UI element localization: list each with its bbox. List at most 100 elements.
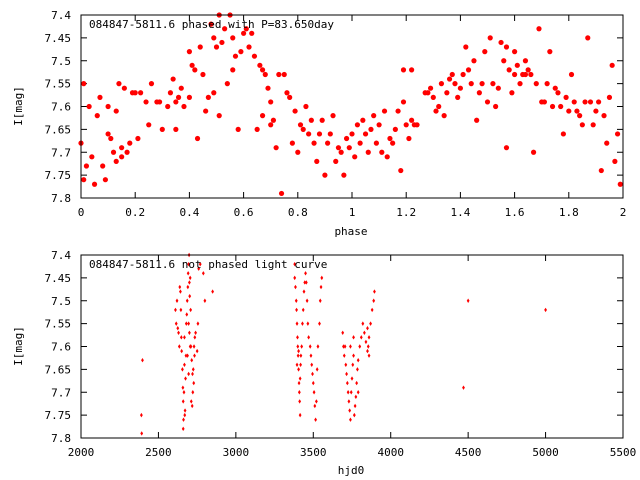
- phased-data-point: [433, 108, 439, 114]
- phased-data-point: [167, 90, 174, 96]
- phased-data-point: [319, 117, 325, 123]
- unphased-data-point: [179, 335, 183, 340]
- unphased-data-point: [308, 344, 312, 349]
- unphased-data-point: [314, 399, 318, 404]
- phased-data-point: [81, 81, 87, 87]
- phased-data-point: [577, 113, 583, 119]
- phased-x-tick-label: 1: [349, 206, 356, 219]
- phased-data-point: [446, 76, 453, 82]
- phased-x-tick-label: 0.8: [288, 206, 308, 219]
- phased-data-point: [498, 39, 504, 46]
- unphased-x-tick-label: 2000: [68, 446, 95, 459]
- phased-data-point: [276, 71, 282, 78]
- phased-data-point: [441, 113, 447, 119]
- unphased-data-point: [177, 330, 180, 335]
- phased-data-point: [612, 158, 618, 164]
- unphased-data-point: [342, 344, 345, 349]
- phased-data-point: [211, 90, 217, 96]
- unphased-data-point: [183, 412, 187, 418]
- phased-data-point: [503, 44, 510, 50]
- phased-data-point: [335, 145, 342, 151]
- unphased-data-point: [189, 307, 193, 313]
- phased-data-point: [110, 149, 117, 155]
- unphased-plot-title: 084847-5811.6 not phased light curve: [89, 258, 327, 271]
- unphased-data-point: [295, 321, 299, 326]
- unphased-data-point: [186, 353, 189, 358]
- unphased-data-point: [201, 271, 205, 276]
- phased-data-point: [609, 62, 615, 68]
- phased-data-point: [549, 103, 556, 110]
- unphased-data-point: [188, 330, 191, 335]
- phased-data-point: [127, 140, 133, 146]
- unphased-data-point: [294, 284, 297, 290]
- unphased-data-point: [350, 376, 354, 381]
- unphased-data-point: [353, 403, 357, 409]
- unphased-data-point: [307, 335, 311, 340]
- phased-data-point: [460, 71, 466, 78]
- unphased-data-point: [183, 362, 186, 367]
- phased-data-point: [222, 26, 228, 32]
- unphased-data-point: [349, 390, 353, 395]
- unphased-data-point: [301, 321, 304, 326]
- unphased-data-point: [183, 335, 186, 340]
- unphased-data-point: [351, 362, 355, 367]
- phased-data-point: [89, 154, 95, 160]
- unphased-data-point: [305, 298, 309, 303]
- unphased-data-point: [346, 390, 350, 395]
- unphased-y-tick-label: 7.5: [51, 295, 71, 308]
- phased-data-point: [438, 81, 445, 87]
- phased-data-point: [346, 145, 352, 151]
- phased-data-point: [121, 85, 127, 91]
- phased-data-point: [186, 94, 192, 100]
- unphased-y-tick-label: 7.6: [51, 341, 71, 354]
- unphased-data-point: [298, 376, 302, 381]
- unphased-data-point: [369, 321, 372, 326]
- phased-y-tick-label: 7.7: [51, 146, 71, 159]
- unphased-data-point: [319, 284, 323, 290]
- phased-data-point: [341, 172, 347, 178]
- unphased-data-point: [181, 385, 185, 390]
- phased-data-point: [116, 81, 122, 87]
- unphased-data-point: [190, 403, 194, 409]
- unphased-data-point: [345, 371, 348, 377]
- phased-data-point: [330, 113, 336, 119]
- unphased-data-point: [316, 344, 320, 349]
- phased-data-point: [243, 26, 249, 32]
- unphased-data-point: [306, 321, 310, 326]
- phased-data-point: [295, 149, 301, 155]
- phased-data-point: [230, 35, 236, 41]
- phased-data-point: [102, 177, 108, 183]
- unphased-y-tick-label: 7.7: [51, 386, 71, 399]
- phased-y-tick-label: 7.6: [51, 101, 71, 114]
- unphased-data-point: [301, 307, 305, 313]
- unphased-data-point: [174, 321, 178, 326]
- unphased-plot-frame: [80, 254, 624, 439]
- phased-data-point: [97, 94, 103, 100]
- unphased-data-point: [303, 280, 307, 285]
- phased-data-point: [254, 126, 260, 132]
- phased-data-point: [530, 149, 537, 155]
- phased-data-point: [311, 140, 317, 146]
- phased-data-point: [170, 76, 176, 82]
- unphased-data-point: [191, 390, 195, 395]
- unphased-data-point: [191, 371, 194, 377]
- phased-data-point: [587, 99, 594, 105]
- phased-data-point: [308, 117, 314, 123]
- phased-data-point: [132, 90, 138, 96]
- phased-data-point: [406, 135, 412, 142]
- phased-data-point: [536, 26, 542, 32]
- unphased-y-axis-title: I[mag]: [12, 326, 25, 366]
- phased-data-point: [159, 126, 165, 132]
- phased-data-point: [449, 71, 455, 78]
- unphased-data-point: [179, 289, 182, 294]
- unphased-data-point: [293, 261, 297, 267]
- phased-data-point: [503, 145, 510, 151]
- unphased-data-point: [181, 426, 185, 432]
- phased-data-point: [430, 94, 436, 100]
- unphased-data-point: [297, 367, 300, 372]
- phased-data-point: [400, 67, 407, 73]
- unphased-data-point: [320, 275, 324, 281]
- phased-y-tick-label: 7.55: [45, 78, 72, 91]
- phased-data-point: [533, 81, 539, 87]
- phased-data-point: [156, 99, 163, 105]
